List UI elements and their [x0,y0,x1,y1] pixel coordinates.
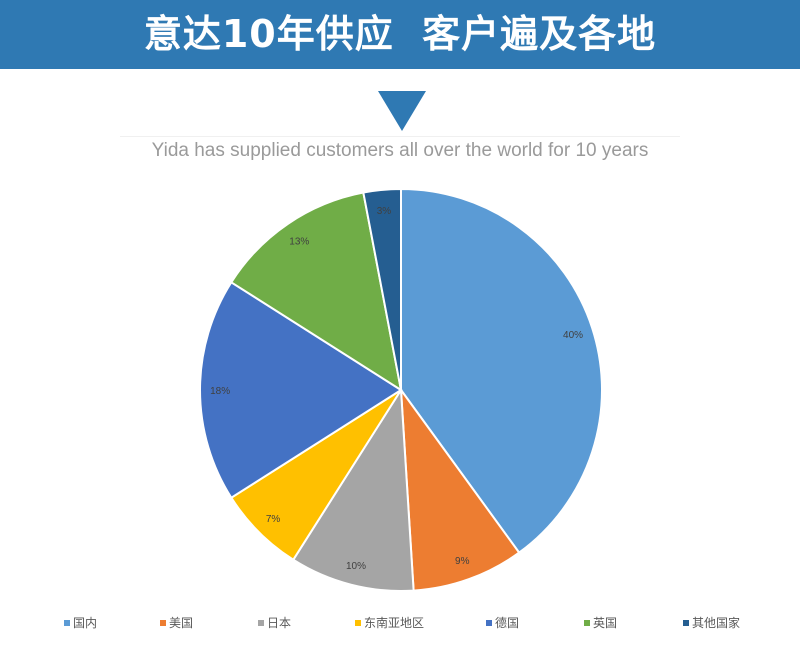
data-label: 3% [377,206,392,217]
subtitle: Yida has supplied customers all over the… [151,140,649,161]
header-banner: 意达10年供应 客户遍及各地 [0,0,800,69]
legend-item: 德国 [486,614,519,631]
legend-label: 日本 [267,616,292,630]
data-label: 10% [346,561,366,572]
pie-slice-5 [229,191,403,393]
data-label: 18% [210,386,230,397]
pie-slice-4 [199,280,403,500]
legend-label: 其他国家 [692,616,741,630]
legend-item: 日本 [258,614,291,631]
legend-item: 美国 [160,614,193,631]
legend-label: 东南亚地区 [364,616,425,630]
legend-label: 德国 [495,616,520,630]
page-title: 意达10年供应 客户遍及各地 [143,12,657,56]
legend-swatch [683,619,689,626]
legend-label: 美国 [169,616,194,630]
legend: 国内 美国 日本 东南亚地区 德国 英国 其他国家 [0,614,800,632]
data-label: 9% [455,556,470,567]
legend-item: 东南亚地区 [355,614,424,631]
data-label: 7% [266,514,281,525]
legend-swatch [486,619,492,626]
legend-swatch [64,619,70,626]
legend-label: 国内 [73,616,98,630]
data-label: 40% [563,330,583,341]
legend-swatch [584,619,590,626]
triangle-down-icon [378,91,426,131]
pie-slice-1 [399,386,521,592]
pie-slice-2 [291,386,415,592]
divider [120,136,680,137]
legend-item: 其他国家 [683,614,740,631]
legend-swatch [258,619,264,626]
pie-slice-6 [362,187,402,391]
legend-swatch [160,619,166,626]
legend-item: 国内 [64,614,97,631]
data-label: 13% [289,236,309,247]
legend-swatch [355,619,361,626]
legend-label: 英国 [593,616,618,630]
pie-slice-0 [400,187,603,555]
legend-item: 英国 [584,614,617,631]
